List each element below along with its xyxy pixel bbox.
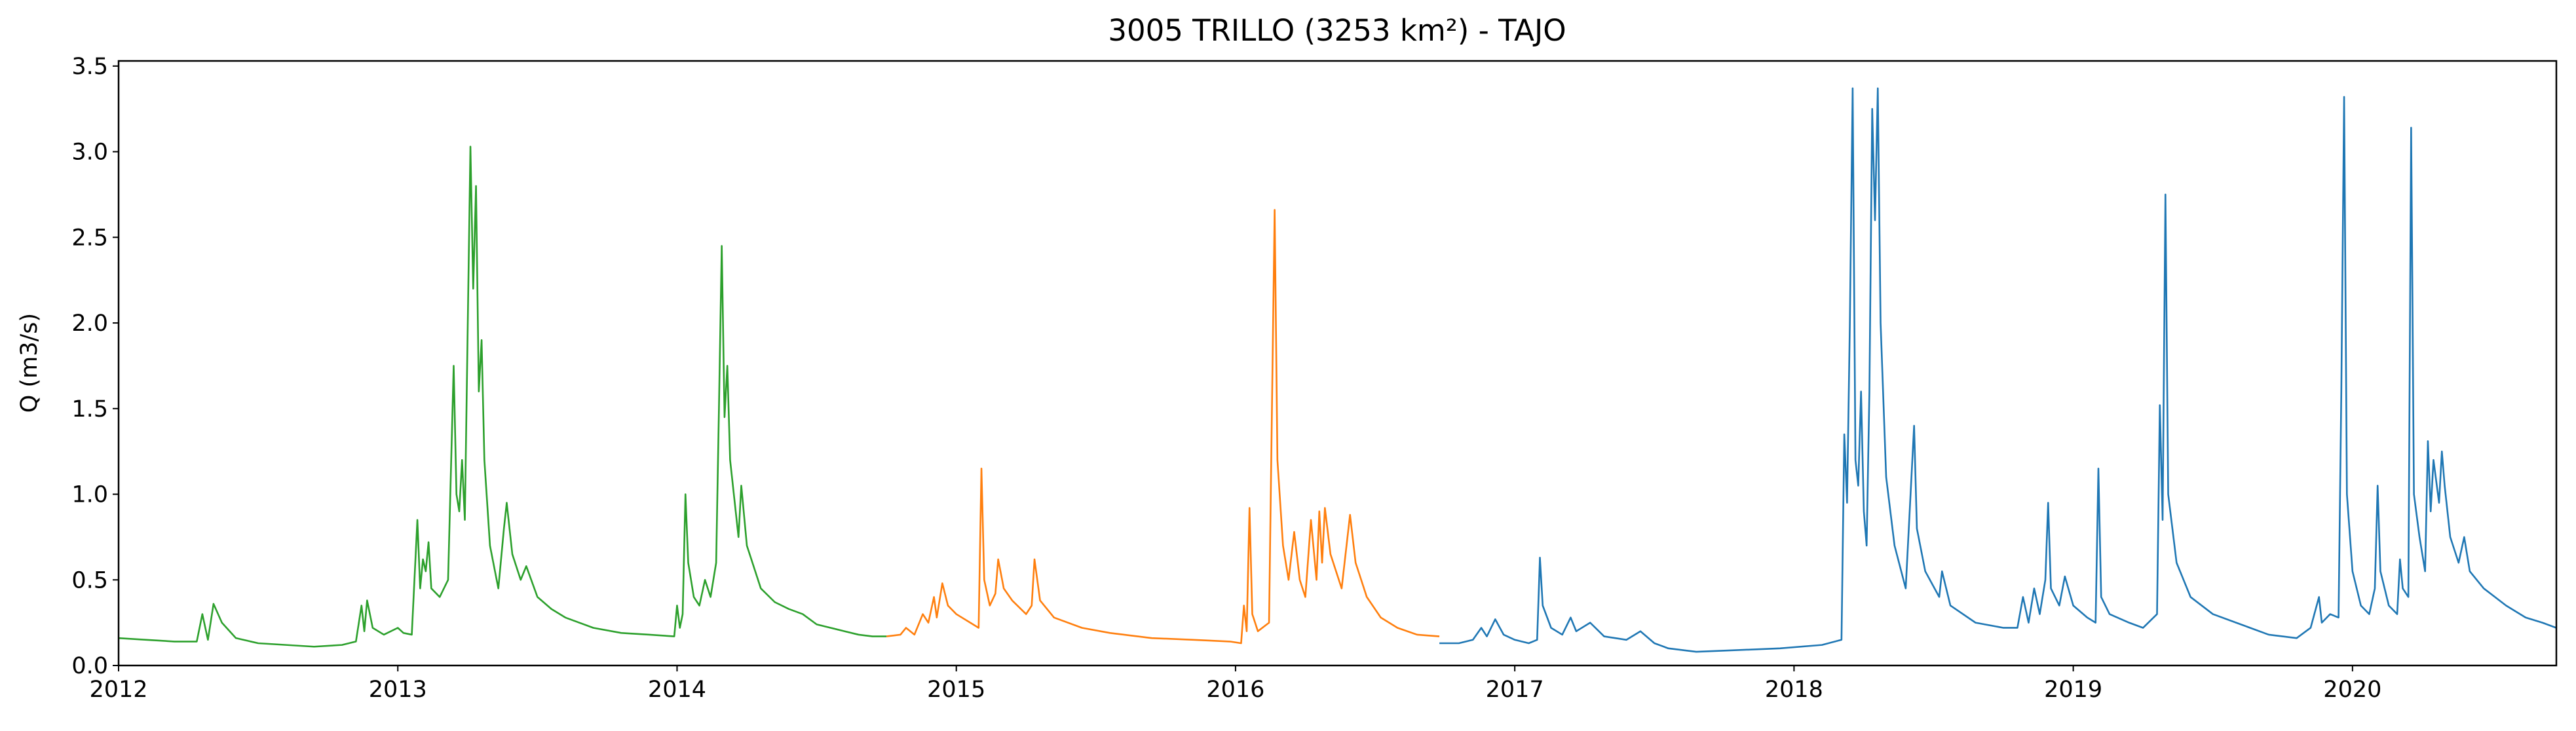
plot-area xyxy=(119,87,2556,653)
y-tick-label: 2.0 xyxy=(71,310,108,337)
x-tick-label: 2015 xyxy=(927,677,985,703)
x-tick-label: 2012 xyxy=(89,677,147,703)
axes-frame xyxy=(117,60,2558,667)
x-tick-label: 2019 xyxy=(2044,677,2102,703)
x-tick-label: 2017 xyxy=(1486,677,1544,703)
y-tick-label: 3.0 xyxy=(71,140,108,166)
flow-line xyxy=(119,145,887,648)
y-tick-label: 1.5 xyxy=(71,396,108,422)
y-tick-label: 2.5 xyxy=(71,225,108,251)
x-tick-label: 2013 xyxy=(369,677,427,703)
y-tick-label: 3.5 xyxy=(71,54,108,80)
flow-line xyxy=(1439,87,2556,653)
y-tick-label: 0.0 xyxy=(71,653,108,679)
x-tick-label: 2018 xyxy=(1765,677,1823,703)
x-tick-label: 2014 xyxy=(648,677,706,703)
y-tick-label: 1.0 xyxy=(71,482,108,508)
flow-line xyxy=(886,209,1440,645)
x-tick-label: 2016 xyxy=(1206,677,1264,703)
y-axis-label: Q (m3/s) xyxy=(16,313,43,413)
chart-title: 3005 TRILLO (3253 km²) - TAJO xyxy=(1108,13,1566,48)
x-tick-label: 2020 xyxy=(2323,677,2381,703)
y-tick-label: 0.5 xyxy=(71,567,108,593)
